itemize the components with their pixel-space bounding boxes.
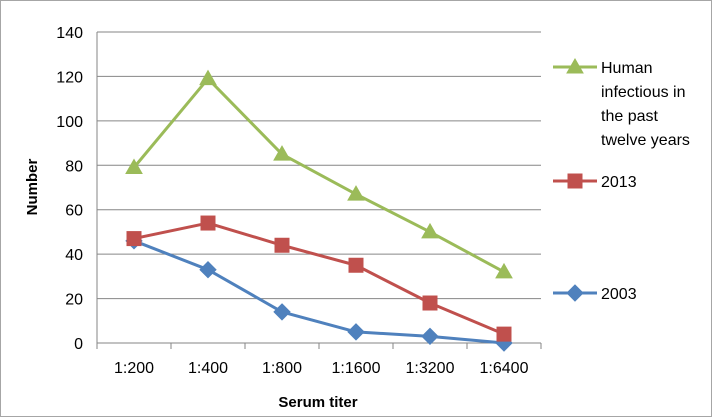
x-tick-label: 1:6400 [480,360,529,377]
y-axis-title: Number [24,159,41,216]
x-tick-labels: 1:200 1:400 1:800 1:1600 1:3200 1:6400 [114,360,529,377]
data-point [200,71,216,85]
x-tick-label: 1:200 [114,360,154,377]
data-point [497,327,511,341]
legend-label: infectious in [601,84,686,101]
legend-item: Human infectious in the past twelve years [553,59,690,149]
x-axis-title: Serum titer [278,394,357,411]
axes [97,32,541,349]
data-point [274,304,290,320]
gridlines [97,32,541,299]
series-line [134,223,504,334]
y-tick-label: 20 [65,292,83,309]
data-point [200,262,216,278]
legend-label: twelve years [601,132,690,149]
legend-marker [568,174,582,188]
y-tick-label: 140 [56,25,83,42]
y-tick-label: 100 [56,114,83,131]
data-point [127,232,141,246]
data-point [496,264,512,278]
series-group [126,71,512,351]
data-point [349,258,363,272]
x-tick-label: 1:800 [262,360,302,377]
data-point [275,238,289,252]
legend-label: 2013 [601,174,637,191]
data-point [422,224,438,238]
data-point [348,324,364,340]
legend-label: 2003 [601,286,637,303]
y-tick-label: 0 [74,336,83,353]
x-tick-label: 1:1600 [332,360,381,377]
legend-marker [567,285,583,301]
legend-item: 2013 [553,174,637,191]
x-tick-label: 1:400 [188,360,228,377]
y-tick-label: 40 [65,247,83,264]
legend-label: the past [601,108,658,125]
data-point [422,328,438,344]
data-point [201,216,215,230]
series-line [134,79,504,272]
y-tick-labels: 0 20 40 60 80 100 120 140 [56,25,83,353]
legend-item: 2003 [553,285,637,303]
x-tick-label: 1:3200 [406,360,455,377]
series-triangle [126,71,512,278]
series-diamond [126,233,512,351]
y-tick-label: 80 [65,158,83,175]
y-tick-label: 120 [56,69,83,86]
data-point [348,186,364,200]
y-tick-label: 60 [65,203,83,220]
legend-label: Human [601,60,653,77]
data-point [423,296,437,310]
legend: Human infectious in the past twelve years 20… [553,59,690,303]
